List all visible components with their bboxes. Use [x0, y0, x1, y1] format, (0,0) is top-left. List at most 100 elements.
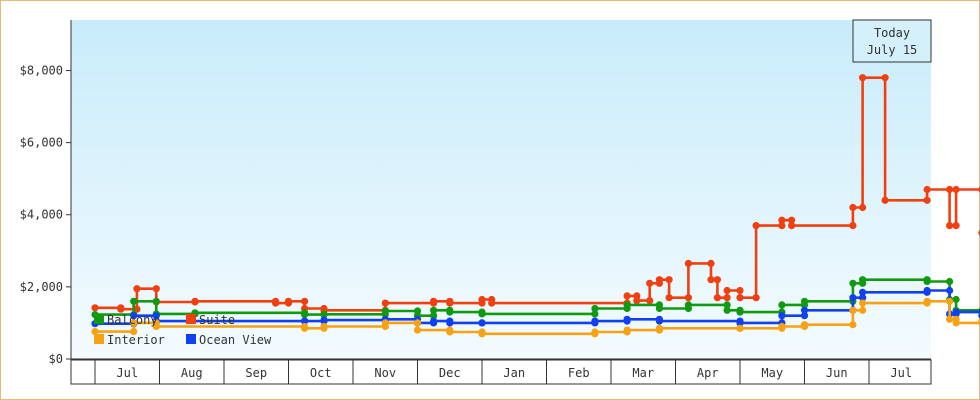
x-axis: Jul Aug Sep Oct Nov Dec Jan Feb Mar Apr May Jun Jul	[70, 359, 932, 385]
data-point-ocean-view	[591, 317, 599, 325]
data-point-suite	[881, 74, 889, 82]
data-point-interior	[446, 328, 454, 336]
x-axis-bar	[70, 359, 932, 385]
data-point-suite	[272, 299, 280, 307]
x-tick-label: Jul	[116, 366, 138, 380]
data-point-suite	[152, 285, 160, 293]
data-point-interior	[413, 319, 422, 327]
data-point-suite	[778, 222, 786, 230]
data-point-suite	[752, 222, 760, 230]
x-tick-label: Sep	[245, 366, 267, 380]
data-point-balcony	[800, 297, 809, 305]
data-point-balcony	[736, 308, 744, 316]
data-point-ocean-view	[849, 294, 857, 302]
data-point-suite	[723, 294, 731, 302]
y-tick-label: $8,000	[20, 63, 63, 77]
data-point-ocean-view	[778, 312, 786, 320]
data-point-interior	[320, 322, 328, 331]
data-point-interior	[413, 326, 422, 334]
data-point-suite	[623, 292, 631, 300]
x-tick-label: May	[761, 366, 783, 380]
data-point-balcony	[623, 301, 631, 309]
legend-swatch-ocean-view	[186, 334, 196, 344]
x-tick-label: Jun	[826, 366, 848, 380]
today-marker: Today July 15	[852, 19, 932, 63]
legend-label-ocean-view: Ocean View	[199, 333, 272, 347]
data-point-balcony	[430, 312, 438, 320]
data-point-interior	[946, 297, 954, 305]
x-tick-label: Apr	[697, 366, 719, 380]
data-point-interior	[130, 319, 138, 327]
data-point-interior	[130, 328, 138, 336]
data-point-interior	[952, 319, 960, 327]
data-point-ocean-view	[430, 317, 438, 325]
data-point-interior	[655, 324, 664, 332]
data-point-ocean-view	[952, 308, 960, 316]
data-point-ocean-view	[800, 312, 809, 320]
data-point-suite	[684, 259, 693, 267]
data-point-balcony	[946, 277, 954, 286]
data-point-suite	[859, 74, 867, 82]
data-point-balcony	[952, 295, 960, 304]
data-point-balcony	[923, 277, 931, 286]
x-tick-label: Oct	[310, 366, 332, 380]
data-point-balcony	[859, 276, 867, 284]
data-point-suite	[707, 259, 715, 267]
today-label: Today	[874, 26, 910, 40]
data-point-interior	[946, 315, 954, 323]
data-point-suite	[923, 185, 931, 194]
data-point-suite	[633, 297, 641, 305]
legend-swatch-suite	[186, 314, 196, 324]
data-point-suite	[191, 297, 199, 305]
legend-label-balcony: Balcony	[107, 313, 158, 327]
data-point-interior	[849, 306, 857, 314]
data-point-ocean-view	[923, 286, 931, 295]
data-point-ocean-view	[152, 312, 160, 320]
x-tick-label: Nov	[374, 366, 396, 380]
data-point-suite	[788, 216, 796, 224]
data-point-interior	[301, 324, 309, 332]
x-tick-label: Mar	[632, 366, 654, 380]
data-point-suite	[684, 294, 693, 302]
data-point-interior	[923, 297, 931, 305]
data-point-balcony	[381, 307, 389, 315]
data-point-suite	[778, 216, 786, 224]
data-point-suite	[430, 297, 438, 305]
data-point-balcony	[723, 301, 731, 309]
data-point-interior	[736, 324, 744, 332]
data-point-suite	[646, 297, 654, 305]
data-point-suite	[946, 185, 954, 194]
data-point-ocean-view	[859, 288, 867, 296]
data-point-suite	[713, 294, 722, 302]
today-box	[852, 19, 932, 63]
data-point-balcony	[723, 306, 731, 314]
data-point-ocean-view	[736, 319, 744, 327]
data-point-balcony	[778, 301, 786, 309]
data-point-suite	[881, 196, 889, 204]
data-point-interior	[849, 321, 857, 329]
data-point-balcony	[849, 279, 857, 287]
data-point-balcony	[684, 301, 693, 309]
data-point-balcony	[130, 297, 138, 305]
data-point-balcony	[478, 310, 486, 318]
data-point-suite	[849, 222, 857, 230]
data-point-suite	[655, 276, 664, 284]
data-point-suite	[478, 295, 486, 304]
data-point-suite	[723, 286, 731, 295]
data-point-ocean-view	[655, 317, 664, 325]
today-label: July 15	[867, 43, 918, 57]
data-point-suite	[117, 305, 125, 313]
data-point-suite	[301, 297, 309, 305]
data-point-suite	[133, 305, 141, 313]
data-point-ocean-view	[478, 319, 486, 327]
data-point-suite	[488, 299, 496, 307]
data-point-interior	[91, 328, 99, 336]
x-tick-label: Dec	[439, 366, 461, 380]
data-point-suite	[91, 304, 99, 312]
x-tick-label: Jul	[890, 366, 912, 380]
data-point-balcony	[591, 310, 599, 318]
data-point-ocean-view	[623, 315, 631, 323]
data-point-ocean-view	[446, 319, 454, 327]
data-point-suite	[707, 276, 715, 284]
